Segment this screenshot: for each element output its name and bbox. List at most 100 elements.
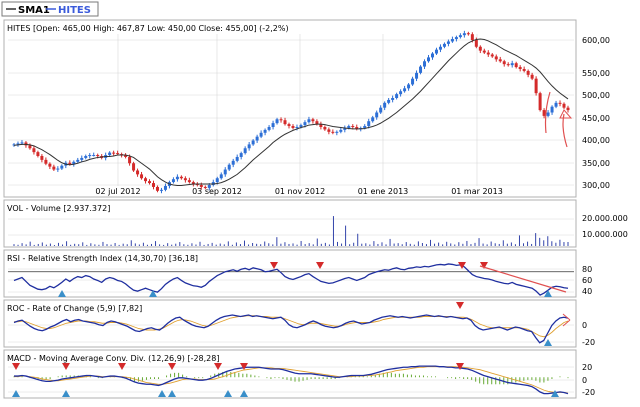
sell-marker-icon bbox=[456, 302, 464, 309]
sell-marker-icon bbox=[214, 363, 222, 370]
roc-panel-title: ROC - Rate of Change (5,9) [7,82] bbox=[7, 304, 142, 313]
indicator-lines bbox=[8, 38, 574, 395]
price-arrow-stroke bbox=[544, 91, 551, 134]
candle-body bbox=[243, 148, 247, 154]
candle-body bbox=[56, 168, 60, 170]
candle-body bbox=[454, 37, 458, 40]
trend-annotation bbox=[479, 91, 573, 327]
candle-body bbox=[199, 185, 203, 187]
buy-marker-icon bbox=[12, 390, 20, 397]
candle-body bbox=[498, 59, 502, 62]
candle-body bbox=[72, 161, 76, 165]
sell-marker-icon bbox=[316, 262, 324, 269]
candle-body bbox=[415, 72, 419, 79]
candle-body bbox=[271, 123, 275, 127]
candle-body bbox=[231, 160, 235, 165]
roc-arrowhead-icon bbox=[562, 313, 571, 327]
candle-body bbox=[430, 53, 434, 58]
candle-body bbox=[179, 176, 183, 179]
candle-body bbox=[255, 136, 259, 141]
sell-marker-icon bbox=[168, 363, 176, 370]
candle-body bbox=[367, 121, 371, 127]
x-tick-label: 01 mar 2013 bbox=[451, 187, 503, 196]
candle-body bbox=[351, 126, 355, 128]
candle-body bbox=[183, 178, 187, 181]
volume-panel-title: VOL - Volume [2.937.372] bbox=[7, 204, 110, 213]
candle-body bbox=[403, 88, 407, 92]
price-y-tick: 350,00 bbox=[582, 159, 610, 168]
candle-body bbox=[458, 35, 462, 38]
candle-body bbox=[219, 174, 223, 179]
candle-body bbox=[327, 129, 331, 132]
roc-line bbox=[13, 314, 569, 344]
rsi-y-tick: 40 bbox=[582, 287, 592, 296]
candle-body bbox=[490, 54, 494, 57]
price-y-tick: 400,00 bbox=[582, 136, 610, 145]
candle-body bbox=[263, 129, 267, 133]
candle-body bbox=[36, 152, 40, 156]
x-tick-label: 01 nov 2012 bbox=[275, 187, 325, 196]
rsi-panel bbox=[3, 249, 577, 298]
candle-body bbox=[434, 49, 438, 54]
candle-body bbox=[92, 155, 96, 157]
candle-body bbox=[151, 183, 155, 187]
candle-body bbox=[446, 41, 450, 44]
candle-body bbox=[295, 127, 299, 128]
candle-body bbox=[267, 127, 271, 130]
buy-marker-icon bbox=[58, 290, 66, 297]
macd-panel-title: MACD - Moving Average Conv. Div. (12,26,… bbox=[7, 354, 219, 363]
volume-y-tick: 20.000.000 bbox=[582, 214, 628, 223]
candle-body bbox=[566, 107, 570, 111]
candle-body bbox=[32, 148, 36, 153]
candle-body bbox=[518, 67, 522, 69]
candle-body bbox=[60, 165, 64, 169]
candle-body bbox=[339, 129, 343, 132]
buy-marker-icon bbox=[544, 290, 552, 297]
candle-body bbox=[411, 78, 415, 85]
candle-body bbox=[239, 153, 243, 157]
price-arrow-stroke-right bbox=[562, 113, 568, 148]
candle-body bbox=[136, 170, 140, 175]
candle-body bbox=[84, 156, 88, 158]
candle-body bbox=[343, 127, 347, 130]
candle-body bbox=[116, 153, 120, 155]
candle-body bbox=[466, 33, 470, 35]
candle-body bbox=[283, 120, 287, 125]
grid-lines bbox=[8, 34, 574, 393]
candle-body bbox=[319, 124, 323, 127]
buy-marker-icon bbox=[62, 390, 70, 397]
price-y-tick: 500,00 bbox=[582, 91, 610, 100]
candle-body bbox=[132, 163, 136, 171]
x-tick-label: 03 sep 2012 bbox=[192, 187, 242, 196]
candle-body bbox=[207, 185, 211, 188]
candle-body bbox=[530, 74, 534, 79]
candle-body bbox=[534, 78, 538, 94]
sell-marker-icon bbox=[270, 262, 278, 269]
volume-y-tick: 10.000.000 bbox=[582, 230, 628, 239]
candle-body bbox=[68, 162, 72, 165]
candle-body bbox=[187, 180, 191, 183]
candle-body bbox=[251, 140, 255, 145]
volume-panel bbox=[3, 199, 577, 248]
candle-body bbox=[140, 174, 144, 179]
buy-marker-icon bbox=[168, 390, 176, 397]
candle-body bbox=[522, 69, 526, 71]
candle-body bbox=[48, 163, 52, 167]
candle-body bbox=[363, 126, 367, 128]
candle-body bbox=[303, 122, 307, 126]
candle-body bbox=[474, 40, 478, 47]
candle-body bbox=[40, 156, 44, 160]
candle-body bbox=[112, 152, 116, 154]
candle-body bbox=[375, 112, 379, 118]
rsi-y-tick: 80 bbox=[582, 265, 592, 274]
price-arrowhead-icon bbox=[559, 109, 573, 119]
candle-body bbox=[442, 43, 446, 47]
sma-line bbox=[13, 38, 569, 186]
rsi-y-tick: 60 bbox=[582, 276, 592, 285]
candle-body bbox=[486, 52, 490, 55]
macd-y-tick: 0 bbox=[582, 376, 587, 385]
candle-body bbox=[462, 33, 466, 36]
candle-body bbox=[450, 39, 454, 42]
